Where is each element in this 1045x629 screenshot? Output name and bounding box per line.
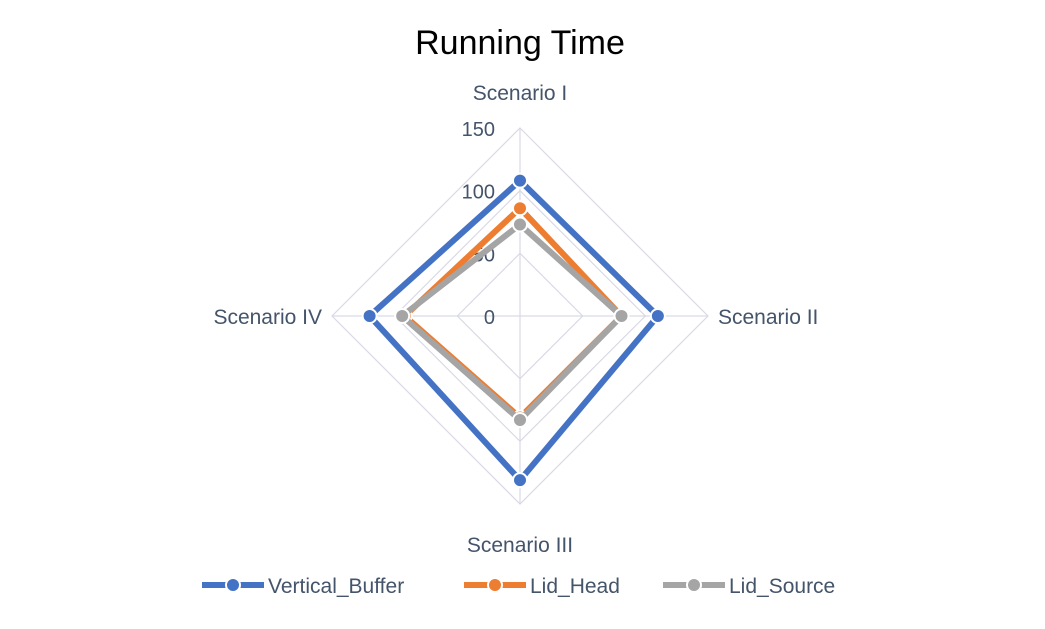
legend-item-0: Vertical_Buffer <box>202 575 404 598</box>
data-point-2-0 <box>512 216 528 233</box>
legend-swatch-marker-0 <box>225 577 241 593</box>
legend-swatch-marker-1 <box>487 577 503 593</box>
legend-label-1: Lid_Head <box>530 575 620 598</box>
data-point-2-2 <box>512 412 528 429</box>
legend-swatch-marker-2 <box>686 577 702 593</box>
data-point-0-1 <box>649 308 666 324</box>
category-labels: Scenario I Scenario II Scenario III Scenari… <box>213 82 818 557</box>
category-label-3: Scenario IV <box>213 306 322 329</box>
tick-label-3: 150 <box>462 119 495 141</box>
data-point-0-2 <box>512 472 528 489</box>
series-layer <box>361 172 666 489</box>
series-0 <box>361 172 666 489</box>
data-point-0-0 <box>512 172 528 189</box>
legend: Vertical_Buffer Lid_Head Lid_Source <box>202 575 835 598</box>
legend-label-0: Vertical_Buffer <box>268 575 404 598</box>
legend-item-1: Lid_Head <box>464 575 620 598</box>
category-label-1: Scenario II <box>718 306 818 329</box>
tick-label-0: 0 <box>484 307 495 329</box>
data-point-2-3 <box>394 308 411 324</box>
series-2 <box>394 216 630 429</box>
data-point-2-1 <box>613 308 630 324</box>
category-label-2: Scenario III <box>467 534 573 557</box>
legend-item-2: Lid_Source <box>663 575 835 598</box>
legend-label-2: Lid_Source <box>729 575 835 598</box>
data-point-1-0 <box>512 200 528 217</box>
data-point-0-3 <box>361 308 378 324</box>
chart-title: Running Time <box>415 24 625 62</box>
tick-label-2: 100 <box>462 182 495 204</box>
category-label-0: Scenario I <box>473 82 568 105</box>
